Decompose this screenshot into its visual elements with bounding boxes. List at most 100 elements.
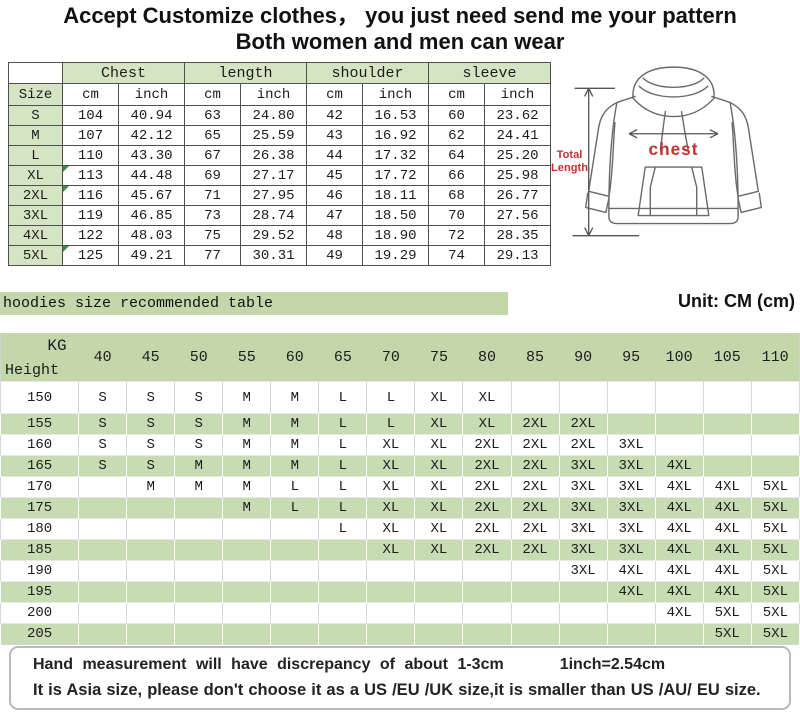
- recommended-size: M: [270, 413, 320, 435]
- recommended-size: [462, 560, 512, 582]
- measure-value: 48: [306, 225, 363, 246]
- height-value: 165: [0, 455, 80, 477]
- recommended-size: L: [366, 413, 416, 435]
- recommended-size: [222, 539, 272, 561]
- recommended-size: [606, 381, 656, 414]
- size-label: M: [8, 125, 63, 146]
- recommended-size: 3XL: [606, 497, 656, 519]
- recommended-size: [126, 539, 176, 561]
- measure-value: 44.48: [118, 165, 185, 186]
- recommended-size: [270, 623, 320, 645]
- recommended-size: L: [318, 497, 368, 519]
- measure-value: 116: [62, 185, 119, 206]
- measure-value: 110: [62, 145, 119, 166]
- recommended-size: S: [174, 434, 224, 456]
- recommended-size: 5XL: [702, 602, 752, 624]
- weight-header-row: KG Height 40 45 50 55 60 65 70 75 80 85 90 95 100 105 11…: [0, 333, 800, 382]
- recommended-size: XL: [414, 413, 464, 435]
- recommended-size: [654, 381, 704, 414]
- recommended-size: [558, 623, 608, 645]
- measure-value: 42.12: [118, 125, 185, 146]
- recommended-size: 5XL: [750, 539, 800, 561]
- measure-value: 26.77: [484, 185, 551, 206]
- recommended-size: [174, 623, 224, 645]
- measure-group-header: sleeve: [428, 62, 551, 84]
- weight-header: 60: [270, 333, 319, 382]
- height-row: 160 S S S M M L XL XL 2XL 2XL 2XL 3XL: [0, 434, 800, 456]
- title-line2: Both women and men can wear: [235, 29, 565, 54]
- recommended-size: [174, 581, 224, 603]
- recommended-size: L: [318, 476, 368, 498]
- total-length-label-line2: Length: [551, 162, 588, 174]
- measure-value: 69: [184, 165, 241, 186]
- measure-value: 16.53: [362, 105, 429, 126]
- recommended-size: 3XL: [558, 497, 608, 519]
- unit-header: inch: [240, 83, 307, 106]
- recommended-size: 4XL: [702, 560, 752, 582]
- height-value: 160: [0, 434, 80, 456]
- recommended-size: [174, 539, 224, 561]
- measure-value: 119: [62, 205, 119, 226]
- unit-header: cm: [306, 83, 363, 106]
- recommended-size: M: [126, 476, 176, 498]
- recommended-size: [606, 602, 656, 624]
- recommended-size: 5XL: [750, 581, 800, 603]
- measure-value: 26.38: [240, 145, 307, 166]
- size-label: 2XL: [8, 185, 63, 206]
- recommended-size: [126, 497, 176, 519]
- recommend-table-title: hoodies size recommended table: [3, 295, 274, 312]
- measure-value: 17.72: [362, 165, 429, 186]
- measure-value: 16.92: [362, 125, 429, 146]
- recommended-size: [654, 623, 704, 645]
- measure-value: 28.35: [484, 225, 551, 246]
- recommended-size: [702, 455, 752, 477]
- title-line1: Accept Customize clothes， you just need …: [63, 3, 737, 28]
- recommended-size: XL: [414, 518, 464, 540]
- recommended-size: [414, 602, 464, 624]
- recommended-size: 2XL: [558, 413, 608, 435]
- recommended-size: L: [318, 381, 368, 414]
- recommended-size: [270, 539, 320, 561]
- recommended-size: XL: [414, 381, 464, 414]
- recommended-size: [126, 623, 176, 645]
- recommended-size: [558, 602, 608, 624]
- measure-value: 28.74: [240, 205, 307, 226]
- recommended-size: S: [174, 413, 224, 435]
- recommended-size: 5XL: [750, 518, 800, 540]
- measure-value: 25.59: [240, 125, 307, 146]
- recommended-size: 4XL: [702, 497, 752, 519]
- recommended-size: [366, 560, 416, 582]
- recommended-size: [366, 623, 416, 645]
- recommended-size: 2XL: [510, 476, 560, 498]
- measure-value: 122: [62, 225, 119, 246]
- recommended-size: 4XL: [654, 539, 704, 561]
- recommended-size: 3XL: [558, 539, 608, 561]
- measure-value: 125: [62, 245, 119, 266]
- recommended-size: M: [222, 381, 272, 414]
- recommended-size: 3XL: [606, 434, 656, 456]
- size-column-header: Size: [8, 83, 63, 106]
- recommended-size: XL: [366, 497, 416, 519]
- garment-measurement-table: Chest length shoulder sleeve Size cm inch cm inc…: [8, 62, 551, 266]
- recommended-size: [222, 581, 272, 603]
- recommended-size: 4XL: [606, 581, 656, 603]
- recommended-size: [606, 623, 656, 645]
- unit-header: inch: [484, 83, 551, 106]
- kg-axis-label: KG: [47, 337, 67, 355]
- recommended-size: 4XL: [654, 581, 704, 603]
- measure-value: 60: [428, 105, 485, 126]
- recommended-size: 2XL: [510, 518, 560, 540]
- recommended-size: 4XL: [654, 560, 704, 582]
- recommended-size: L: [270, 497, 320, 519]
- recommended-size: 4XL: [654, 602, 704, 624]
- recommended-size: 5XL: [702, 623, 752, 645]
- recommended-size: M: [222, 413, 272, 435]
- recommended-size: [366, 581, 416, 603]
- measure-value: 27.56: [484, 205, 551, 226]
- height-value: 190: [0, 560, 80, 582]
- height-row: 205 5XL 5XL: [0, 623, 800, 645]
- recommended-size: S: [126, 455, 176, 477]
- height-row: 195 4XL 4XL 4XL 5XL: [0, 581, 800, 603]
- weight-header: 110: [751, 333, 800, 382]
- measure-value: 67: [184, 145, 241, 166]
